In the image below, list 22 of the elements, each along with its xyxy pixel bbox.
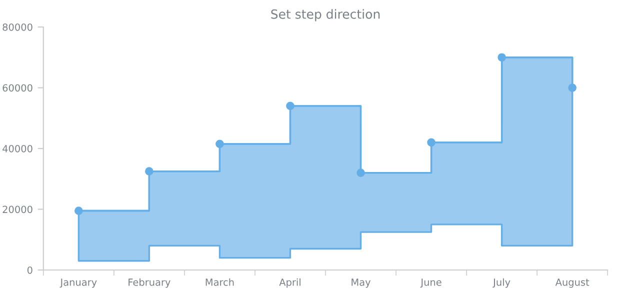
y-tick-label: 0 <box>27 266 32 274</box>
x-tick-label: June <box>420 278 442 288</box>
x-tick-label: May <box>352 278 371 288</box>
point <box>498 53 506 62</box>
chart-title: Set step direction <box>271 9 380 22</box>
y-tick-label: 20000 <box>2 206 32 214</box>
y-tick-label: 80000 <box>2 23 32 31</box>
point <box>427 138 436 147</box>
y-tick-label: 60000 <box>2 84 32 92</box>
point <box>356 168 365 177</box>
point <box>568 84 577 92</box>
x-tick-label: January <box>60 278 97 288</box>
y-tick-label: 40000 <box>2 144 32 152</box>
x-tick-label: February <box>128 278 170 288</box>
x-tick-label: April <box>279 278 300 288</box>
x-tick-label: March <box>206 278 234 286</box>
point <box>216 140 224 148</box>
x-tick-label: August <box>555 278 590 288</box>
point <box>145 167 154 176</box>
x-tick-label: July <box>492 278 510 288</box>
point <box>286 102 294 110</box>
point <box>74 206 83 215</box>
